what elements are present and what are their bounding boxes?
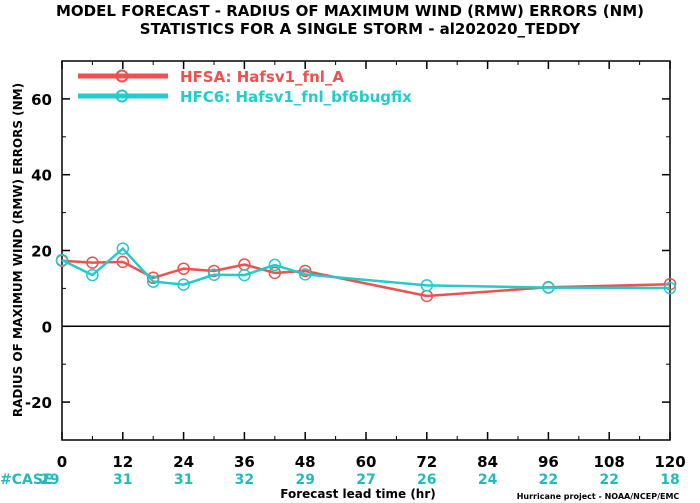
x-tick-label: 72 (416, 453, 437, 471)
point-hfsa (177, 262, 190, 275)
x-tick-label: 96 (538, 453, 559, 471)
case-count-label: 22 (539, 472, 558, 488)
point-hfsa (116, 255, 130, 269)
x-axis: 0 12 24 36 48 60 72 84 96 108 120 (57, 61, 686, 471)
x-tick-label: 60 (356, 453, 377, 471)
series-line-hfc6 (61, 246, 671, 290)
case-row: #CASE 29 31 31 32 29 27 26 24 22 22 18 (0, 472, 680, 488)
case-count-label: 31 (174, 472, 193, 488)
chart-title-line1: MODEL FORECAST - RADIUS OF MAXIMUM WIND … (56, 2, 644, 20)
point-hfc6 (238, 268, 251, 282)
point-hfsa (298, 264, 312, 278)
legend-label-hfc6: HFC6: Hafsv1_fnl_bf6bugfix (180, 88, 412, 106)
point-hfc6 (298, 268, 312, 281)
point-hfc6 (177, 278, 190, 291)
point-hfc6 (420, 279, 434, 292)
y-tick-label: 60 (31, 91, 52, 109)
y-tick-label: 40 (31, 167, 52, 185)
y-tick-label: -20 (25, 394, 52, 412)
x-tick-label: 84 (477, 453, 498, 471)
y-tick-label: 20 (31, 243, 52, 261)
series-line-hfsa (61, 259, 671, 298)
chart-title-line2: STATISTICS FOR A SINGLE STORM - al202020… (140, 20, 582, 38)
case-count-label: 24 (478, 472, 498, 488)
y-tick-label: 0 (42, 318, 52, 336)
legend-marker-hfsa (115, 69, 129, 83)
point-hfc6 (86, 268, 99, 282)
point-hfsa (268, 266, 282, 280)
x-tick-label: 36 (234, 453, 255, 471)
legend-marker-hfc6 (115, 89, 129, 103)
point-hfc6 (542, 281, 555, 294)
x-tick-label: 48 (295, 453, 316, 471)
point-hfc6 (55, 253, 69, 267)
series-layer (55, 242, 677, 303)
credit-text: Hurricane project - NOAA/NCEP/EMC (517, 492, 680, 501)
x-tick-label: 12 (112, 453, 133, 471)
legend-label-hfsa: HFSA: Hafsv1_fnl_A (180, 68, 344, 86)
case-count-label: 27 (356, 472, 375, 488)
case-count-label: 29 (40, 472, 59, 488)
point-hfc6 (116, 242, 130, 255)
x-tick-label: 0 (57, 453, 67, 471)
case-count-label: 22 (599, 472, 618, 488)
case-count-label: 26 (417, 472, 436, 488)
plot-frame (61, 60, 671, 441)
x-axis-label: Forecast lead time (hr) (280, 487, 436, 501)
point-hfc6 (268, 258, 282, 272)
point-hfsa (86, 256, 99, 269)
point-hfc6 (663, 281, 677, 295)
point-hfsa (663, 277, 677, 291)
point-hfsa (207, 264, 221, 278)
case-count-label: 29 (295, 472, 314, 488)
point-hfsa (146, 271, 160, 285)
case-count-label: 31 (113, 472, 132, 488)
y-axis-label: RADIUS OF MAXIMUM WIND (RMW) ERRORS (NM) (11, 83, 25, 417)
x-tick-label: 24 (173, 453, 194, 471)
case-row-label: #CASE (0, 472, 53, 488)
case-count-label: 18 (660, 472, 679, 488)
x-tick-label: 120 (654, 453, 685, 471)
legend: HFSA: Hafsv1_fnl_A HFC6: Hafsv1_fnl_bf6b… (78, 68, 412, 106)
point-hfc6 (146, 275, 160, 288)
x-tick-label: 108 (594, 453, 625, 471)
case-count-label: 32 (235, 472, 254, 488)
point-hfc6 (207, 268, 221, 282)
